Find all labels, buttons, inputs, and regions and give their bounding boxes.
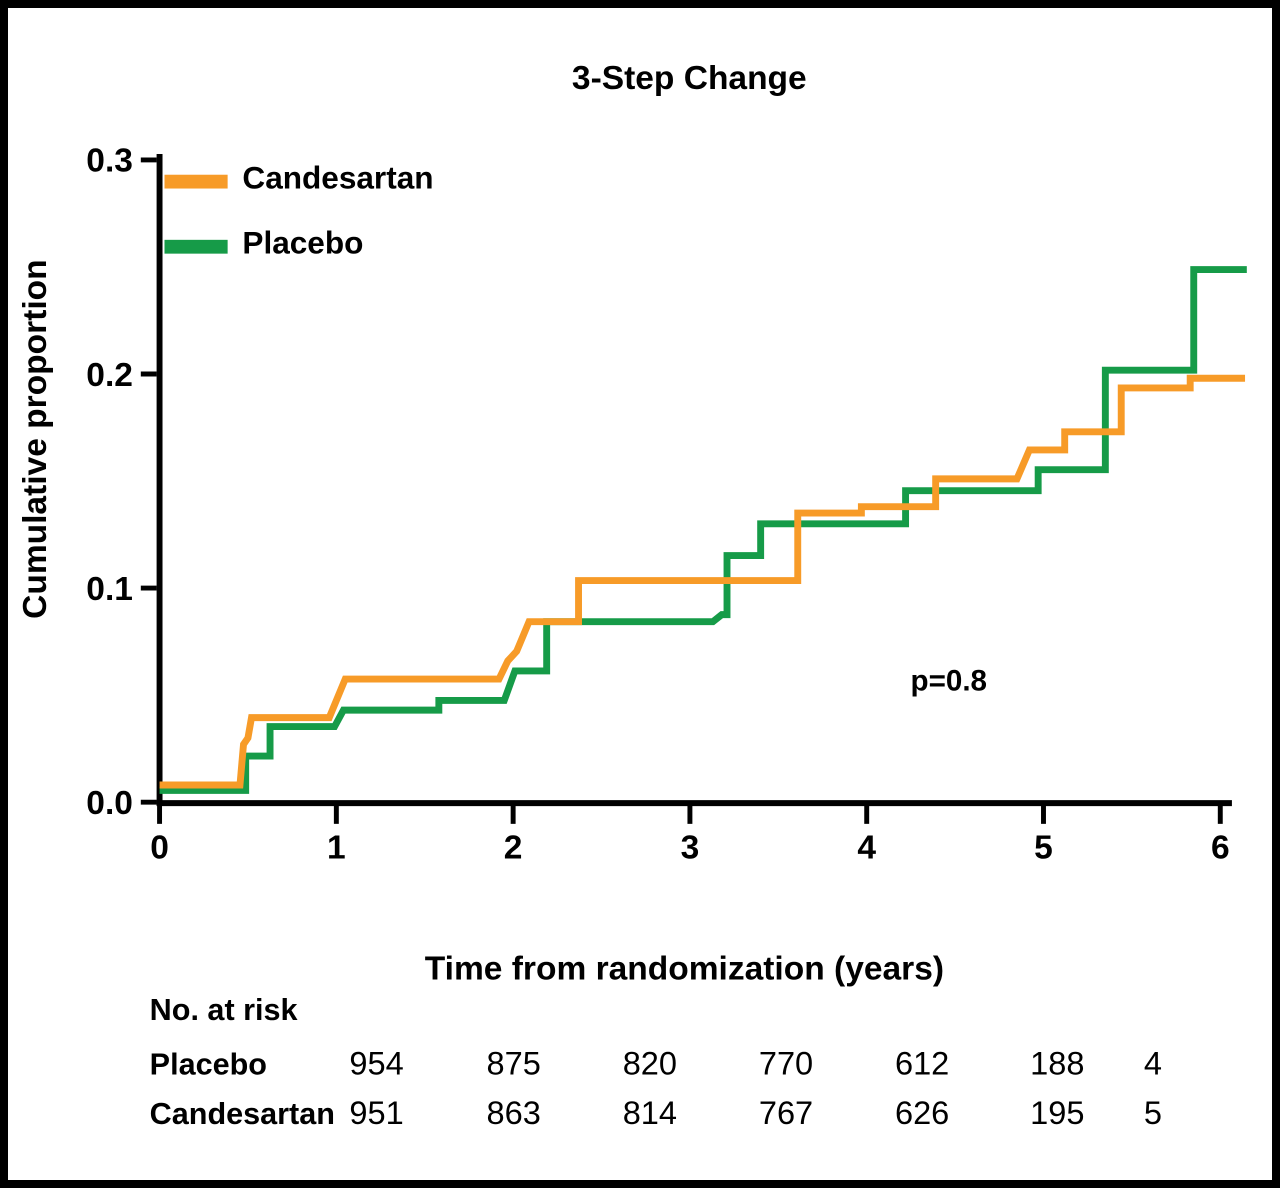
x-tick-label: 6 <box>1211 829 1230 866</box>
x-tick-label: 1 <box>327 829 346 866</box>
x-tick-label: 0 <box>150 829 169 866</box>
curve-candesartan <box>159 374 1246 789</box>
at-risk-value: 4 <box>1144 1045 1162 1081</box>
y-tick-label: 0.0 <box>86 785 133 822</box>
at-risk-value: 767 <box>759 1095 813 1131</box>
axis-ticks <box>140 157 1223 824</box>
y-tick-label: 0.3 <box>86 143 133 180</box>
chart-title: 3-Step Change <box>572 60 807 97</box>
y-tick-label: 0.1 <box>86 571 133 608</box>
at-risk-value: 5 <box>1144 1095 1162 1131</box>
x-tick-label: 5 <box>1034 829 1053 866</box>
y-tick-label: 0.2 <box>86 357 133 394</box>
at-risk-value: 770 <box>759 1045 813 1081</box>
at-risk-value: 626 <box>895 1095 949 1131</box>
at-risk-value: 863 <box>487 1095 541 1131</box>
km-figure: 3-Step Change Candesartan Placebo Cumula… <box>17 60 1247 1131</box>
at-risk-row-label-candesartan: Candesartan <box>150 1097 335 1131</box>
x-axis-title: Time from randomization (years) <box>425 951 944 988</box>
at-risk-rows: Placebo 954 875 820 770 612 188 4 Candesartan 951… <box>150 1045 1162 1130</box>
p-value-annotation: p=0.8 <box>911 665 987 698</box>
at-risk-value: 954 <box>349 1045 403 1081</box>
x-tick-label: 3 <box>681 829 700 866</box>
at-risk-value: 612 <box>895 1045 949 1081</box>
at-risk-header: No. at risk <box>150 993 299 1027</box>
y-axis-title: Cumulative proportion <box>17 259 54 619</box>
legend-label-candesartan: Candesartan <box>242 160 433 196</box>
at-risk-value: 875 <box>487 1045 541 1081</box>
legend-swatch-placebo <box>164 239 228 254</box>
at-risk-value: 814 <box>623 1095 677 1131</box>
legend-swatch-candesartan <box>164 174 228 189</box>
axes <box>156 154 1232 807</box>
x-tick-label: 4 <box>857 829 876 866</box>
curve-placebo <box>159 266 1247 794</box>
at-risk-value: 195 <box>1030 1095 1084 1131</box>
legend-label-placebo: Placebo <box>242 225 363 261</box>
axis-tick-labels: 0.0 0.1 0.2 0.3 0 1 2 3 4 5 6 <box>86 143 1229 867</box>
at-risk-row-label-placebo: Placebo <box>150 1047 267 1081</box>
at-risk-value: 951 <box>349 1095 403 1131</box>
survival-curves <box>159 266 1247 794</box>
at-risk-value: 820 <box>623 1045 677 1081</box>
at-risk-value: 188 <box>1030 1045 1084 1081</box>
x-tick-label: 2 <box>504 829 523 866</box>
